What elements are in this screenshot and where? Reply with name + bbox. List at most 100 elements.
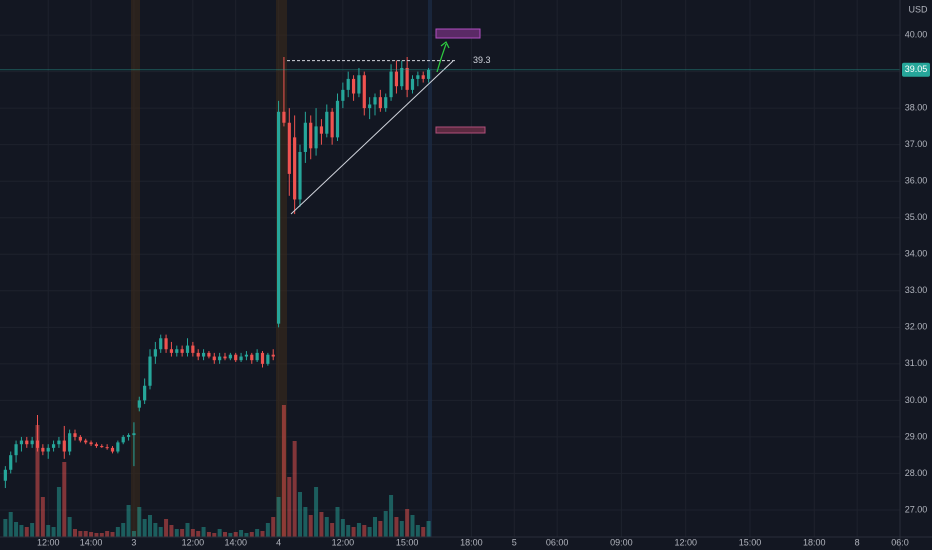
y-tick-label: 30.00 (905, 395, 928, 405)
volume-bar (164, 519, 169, 537)
volume-layer (3, 405, 431, 537)
candle-body (51, 444, 56, 448)
volume-bar (19, 525, 24, 537)
candle-body (298, 151, 302, 200)
volume-bar (421, 527, 426, 537)
volume-bar (30, 523, 35, 537)
x-tick-label: 18:00 (803, 537, 826, 547)
volume-bar (233, 532, 238, 537)
candle-body (319, 126, 324, 134)
volume-bar (148, 515, 152, 537)
volume-bar (131, 531, 136, 537)
candle-body (314, 126, 318, 149)
candle-body (94, 444, 99, 447)
volume-bar (383, 511, 388, 537)
candle-body (228, 354, 232, 359)
y-tick-label: 38.00 (905, 103, 928, 113)
candle-body (330, 111, 334, 138)
volume-bar (415, 525, 420, 537)
volume-bar (115, 527, 120, 537)
volume-bar (35, 425, 40, 537)
volume-bar (405, 509, 410, 537)
volume-bar (389, 495, 394, 537)
last-price-tag (902, 62, 930, 77)
volume-bar (271, 517, 276, 537)
volume-bar (244, 533, 249, 537)
last-price-label: 39.05 (905, 64, 928, 74)
x-tick-label: 14:00 (80, 537, 103, 547)
candle-body (426, 69, 431, 79)
volume-bar (99, 533, 104, 537)
axes: 27.00 28.00 29.00 30.00 31.00 32.00 33.00 34.00… (37, 29, 930, 547)
candle-body (121, 436, 125, 443)
candle-body (116, 442, 120, 452)
arrow-head (440, 41, 450, 49)
volume-bar (14, 522, 19, 537)
candle-body (362, 75, 366, 109)
volume-bar (212, 533, 217, 537)
y-tick-label: 35.00 (905, 212, 928, 222)
candle-body (394, 71, 399, 87)
volume-bar (399, 521, 404, 537)
volume-bar (94, 533, 99, 537)
candle-body (373, 97, 377, 105)
volume-bar (169, 525, 174, 537)
x-tick-label: 12:00 (674, 537, 697, 547)
candle-body (84, 440, 88, 443)
level-label: 39.3 (473, 55, 491, 65)
candle-body (57, 440, 61, 445)
volume-bar (324, 517, 329, 537)
volume-bar (206, 532, 211, 537)
session-break (428, 0, 432, 537)
x-tick-label: 12:00 (332, 537, 355, 547)
candle-body (46, 447, 50, 452)
volume-bar (196, 531, 201, 537)
volume-bar (89, 532, 94, 537)
volume-bar (239, 530, 244, 537)
candle-body (100, 446, 104, 448)
session-break (276, 0, 287, 537)
candle-body (207, 352, 211, 357)
candle-body (421, 75, 425, 79)
volume-bar (174, 529, 179, 537)
x-tick-label: 12:00 (37, 537, 60, 547)
y-tick-label: 37.00 (905, 139, 928, 149)
volume-bar (185, 523, 190, 537)
candle-body (35, 440, 40, 448)
volume-bar (356, 523, 361, 537)
candle-body (110, 447, 115, 452)
volume-bar (265, 523, 270, 537)
y-tick-label: 36.00 (905, 176, 928, 186)
currency-label: USD (908, 4, 928, 14)
candle-body (309, 122, 313, 149)
candle-body (234, 354, 238, 361)
trend-line (290, 60, 454, 215)
candle-body (271, 354, 275, 357)
candle-body (180, 349, 184, 353)
candle-body (148, 356, 152, 386)
volume-bar (67, 517, 72, 537)
target-box (435, 28, 481, 39)
volume-bar (62, 462, 67, 537)
candle-body (89, 442, 93, 445)
volume-bar (121, 523, 126, 537)
x-tick-label: 12:00 (182, 537, 205, 547)
volume-bar (281, 405, 286, 537)
candle-body (357, 75, 361, 94)
volume-bar (73, 529, 77, 537)
volume-bar (303, 507, 308, 537)
volume-bar (56, 487, 61, 537)
y-tick-label: 27.00 (905, 504, 928, 514)
volume-bar (190, 529, 195, 537)
volume-bar (378, 521, 383, 537)
candle-body (266, 354, 270, 364)
volume-bar (292, 441, 297, 537)
candle-body (244, 354, 249, 357)
candle-body (250, 354, 254, 361)
candle-body (196, 352, 200, 357)
candle-body (3, 469, 7, 481)
volume-bar (78, 531, 83, 537)
candle-body (78, 436, 82, 441)
candle-body (335, 100, 340, 138)
